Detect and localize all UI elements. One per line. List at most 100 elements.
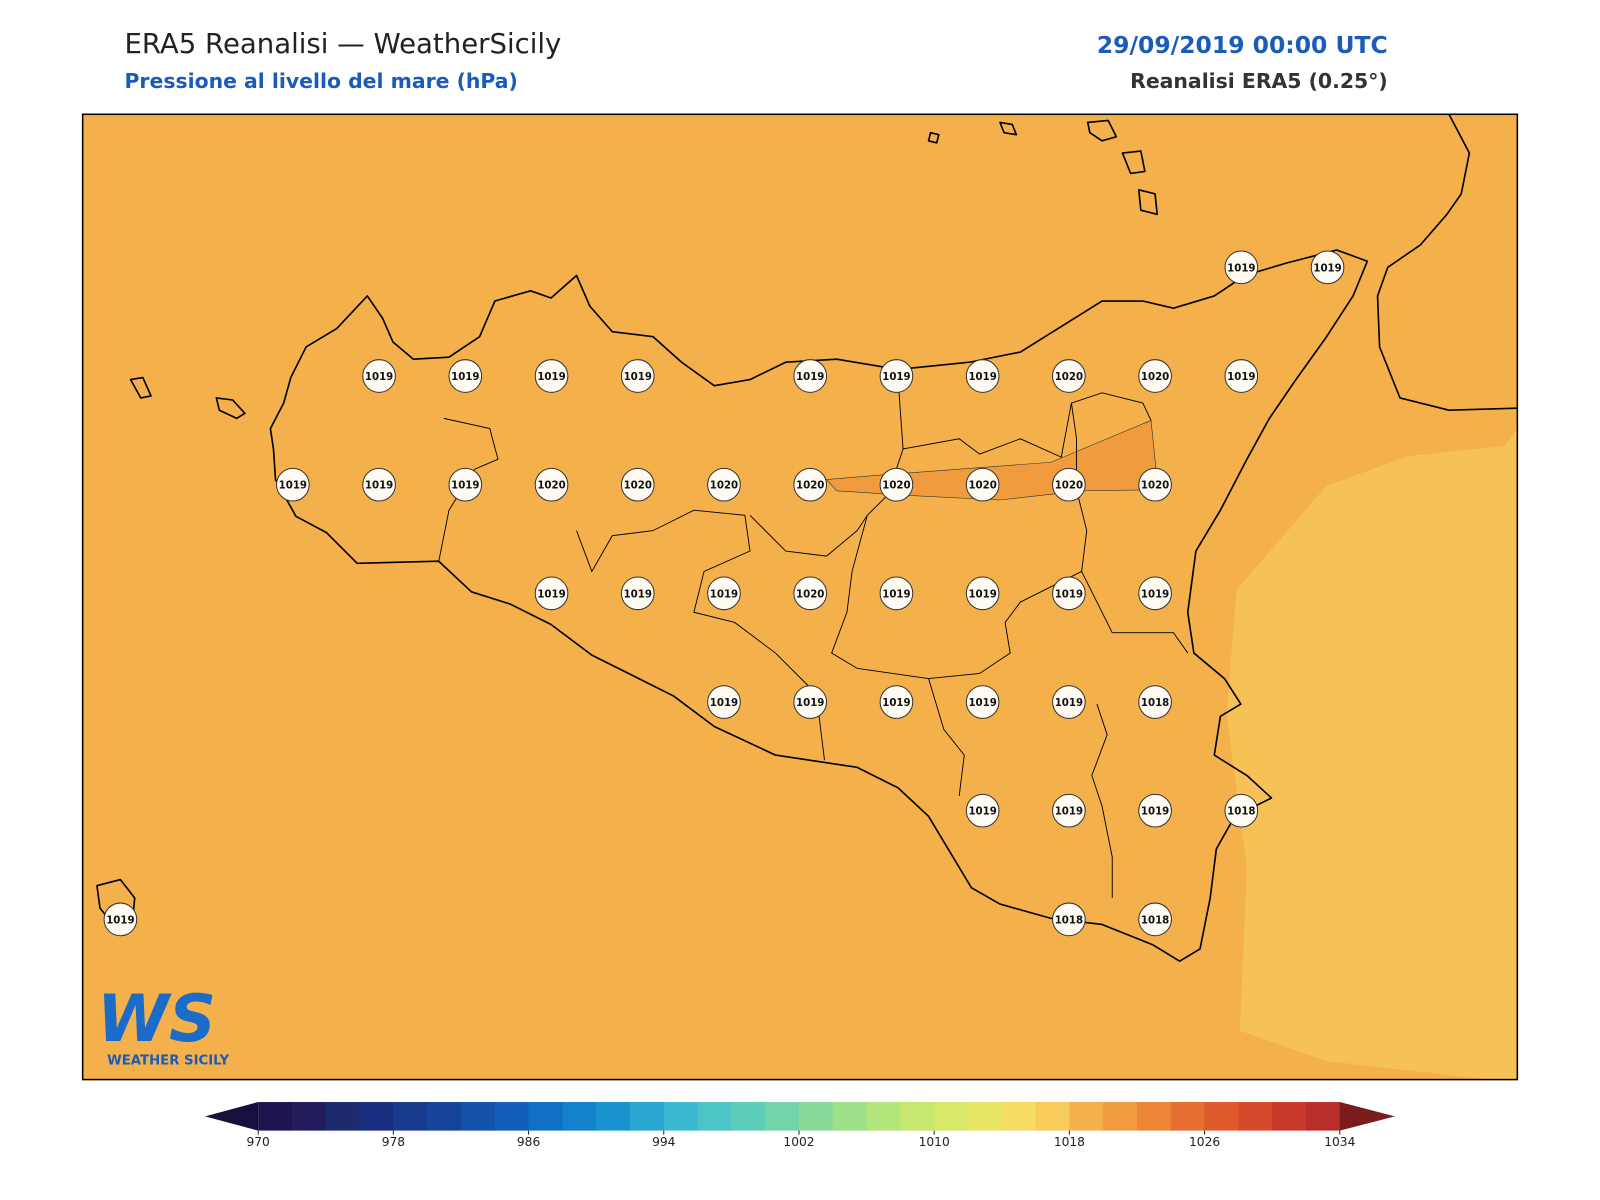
station-marker bbox=[1224, 250, 1259, 285]
station-marker bbox=[448, 359, 483, 393]
colorbar-bin bbox=[494, 1102, 530, 1131]
colorbar-tick-label: 1010 bbox=[919, 1135, 950, 1149]
station: 1019 bbox=[965, 359, 1000, 393]
station: 1019 bbox=[448, 467, 483, 502]
station-marker bbox=[879, 576, 914, 611]
station-value: 1020 bbox=[882, 481, 910, 492]
station-value: 1019 bbox=[365, 481, 393, 492]
station-value: 1019 bbox=[968, 807, 996, 818]
station: 1019 bbox=[620, 359, 655, 393]
station-value: 1020 bbox=[537, 481, 565, 492]
station: 1019 bbox=[1052, 576, 1086, 611]
colorbar-tick-label: 1018 bbox=[1054, 1135, 1085, 1149]
station-value: 1019 bbox=[1055, 807, 1083, 818]
colorbar: 970 978 986 994 1002 1010 1018 1026 1034 bbox=[205, 1102, 1395, 1149]
colorbar-bin bbox=[427, 1102, 462, 1131]
station: 1020 bbox=[1052, 467, 1086, 502]
station-marker bbox=[620, 467, 655, 502]
station-marker bbox=[1052, 685, 1086, 719]
station-value: 1019 bbox=[451, 372, 479, 383]
station: 1018 bbox=[1138, 685, 1172, 719]
station-marker bbox=[1138, 793, 1172, 828]
station-marker bbox=[879, 467, 914, 502]
colorbar-tick-label: 994 bbox=[652, 1135, 676, 1149]
source: Reanalisi ERA5 (0.25°) bbox=[1130, 69, 1388, 93]
colorbar-bin bbox=[765, 1102, 800, 1131]
station-marker bbox=[620, 359, 655, 393]
colorbar-bin bbox=[291, 1102, 327, 1131]
station-value: 1019 bbox=[1141, 589, 1169, 600]
station: 1019 bbox=[1224, 359, 1259, 393]
station: 1019 bbox=[793, 685, 828, 719]
colorbar-bin bbox=[866, 1102, 901, 1131]
colorbar-bin bbox=[1170, 1102, 1206, 1131]
colorbar-bin bbox=[934, 1102, 969, 1131]
station: 1019 bbox=[707, 685, 741, 719]
station-value: 1020 bbox=[796, 589, 824, 600]
colorbar-bin bbox=[258, 1102, 293, 1131]
station-marker bbox=[965, 576, 1000, 611]
logo-mark: WS bbox=[97, 981, 216, 1057]
station-marker bbox=[534, 467, 569, 502]
station: 1019 bbox=[1138, 576, 1172, 611]
colorbar-bin bbox=[1272, 1102, 1307, 1131]
station: 1019 bbox=[707, 576, 741, 611]
station-marker bbox=[534, 359, 569, 393]
colorbar-tick-label: 978 bbox=[382, 1135, 405, 1149]
station-marker bbox=[1052, 902, 1086, 937]
station-marker bbox=[1138, 685, 1172, 719]
station-marker bbox=[1138, 576, 1172, 611]
station-marker bbox=[1052, 359, 1086, 393]
station: 1020 bbox=[879, 467, 914, 502]
coastline-sicily bbox=[269, 249, 1369, 963]
station-value: 1018 bbox=[1141, 698, 1169, 709]
station-value: 1019 bbox=[106, 915, 134, 926]
station-value: 1019 bbox=[1227, 372, 1255, 383]
station-value: 1019 bbox=[537, 589, 565, 600]
station-marker bbox=[1138, 902, 1172, 937]
station: 1019 bbox=[1224, 250, 1259, 285]
station-value: 1019 bbox=[796, 698, 824, 709]
colorbar-bin bbox=[1204, 1102, 1239, 1131]
station-value: 1018 bbox=[1055, 915, 1083, 926]
station: 1018 bbox=[1052, 902, 1086, 937]
station-marker bbox=[793, 359, 828, 393]
station-marker bbox=[965, 685, 1000, 719]
colorbar-under bbox=[205, 1102, 259, 1131]
station: 1019 bbox=[879, 359, 914, 393]
colorbar-bin bbox=[1305, 1102, 1341, 1131]
station-value: 1020 bbox=[1055, 372, 1083, 383]
colorbar-bin bbox=[528, 1102, 563, 1131]
station: 1019 bbox=[965, 793, 1000, 828]
logo-name: WEATHER SICILY bbox=[107, 1053, 229, 1068]
station-marker bbox=[879, 359, 914, 393]
coastline-calabria bbox=[1376, 114, 1518, 412]
station-value: 1019 bbox=[1055, 589, 1083, 600]
colorbar-bin bbox=[1238, 1102, 1273, 1131]
colorbar-bin bbox=[1001, 1102, 1037, 1131]
station: 1019 bbox=[879, 576, 914, 611]
logo: WS WEATHER SICILY bbox=[97, 981, 230, 1068]
station: 1019 bbox=[1310, 250, 1345, 285]
colorbar-bin bbox=[1069, 1102, 1104, 1131]
colorbar-tick-label: 1002 bbox=[783, 1135, 814, 1149]
station-marker bbox=[1138, 359, 1172, 393]
colorbar-bin bbox=[596, 1102, 631, 1131]
colorbar-tick-label: 970 bbox=[246, 1135, 269, 1149]
station: 1020 bbox=[1138, 467, 1172, 502]
station-marker bbox=[362, 467, 396, 502]
station-value: 1019 bbox=[1055, 698, 1083, 709]
station-marker bbox=[620, 576, 655, 611]
station-marker bbox=[793, 576, 828, 611]
station-marker bbox=[448, 467, 483, 502]
station: 1019 bbox=[1052, 685, 1086, 719]
station-value: 1020 bbox=[624, 481, 652, 492]
station-value: 1019 bbox=[279, 481, 307, 492]
station: 1019 bbox=[534, 359, 569, 393]
station-marker bbox=[965, 359, 1000, 393]
station-marker bbox=[1052, 793, 1086, 828]
station-value: 1019 bbox=[968, 589, 996, 600]
station-marker bbox=[362, 359, 396, 393]
station-marker bbox=[534, 576, 569, 611]
colorbar-bin bbox=[1103, 1102, 1138, 1131]
